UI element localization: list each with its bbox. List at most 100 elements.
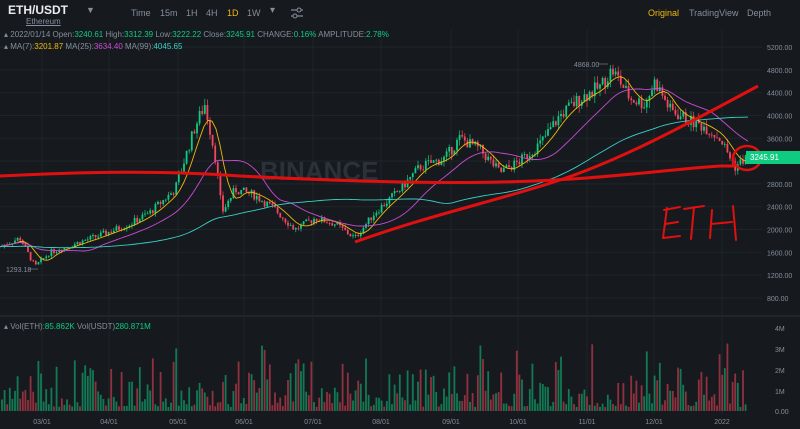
candle-body <box>45 256 48 259</box>
volume-bar <box>521 379 523 411</box>
volume-bar <box>562 401 565 411</box>
candle-body <box>742 159 744 164</box>
view-depth[interactable]: Depth <box>747 8 772 18</box>
candle-body <box>586 94 588 101</box>
volume-bar <box>705 376 708 411</box>
volume-axis-label: 4M <box>775 326 785 333</box>
volume-bar <box>458 400 461 411</box>
volume-bar <box>674 397 677 411</box>
candle-body <box>203 105 206 114</box>
volume-bar <box>84 365 87 411</box>
volume-bar <box>193 404 196 411</box>
candle-body <box>146 213 149 215</box>
time-axis-label: 05/01 <box>169 419 187 426</box>
candle-body <box>81 240 84 245</box>
volume-bar <box>53 406 55 411</box>
time-axis-label: 2022 <box>714 419 730 426</box>
volume-bar <box>448 372 451 411</box>
candle-body <box>669 103 672 108</box>
volume-bar <box>326 391 328 411</box>
chart-settings-icon[interactable] <box>290 7 304 19</box>
volume-bar <box>648 393 651 411</box>
price-axis-label: 4800.00 <box>767 68 792 75</box>
timeframe-time[interactable]: Time <box>131 8 151 18</box>
volume-bar <box>684 391 687 411</box>
candle-body <box>378 212 380 214</box>
volume-bar <box>66 399 68 411</box>
candle-body <box>461 135 464 137</box>
candle-body <box>172 193 175 195</box>
volume-bar <box>154 404 157 411</box>
candle-body <box>671 103 674 110</box>
candle-body <box>679 116 682 120</box>
volume-bar <box>198 382 201 411</box>
candle-body <box>435 159 438 161</box>
candle-body <box>716 137 718 139</box>
volume-bar <box>606 394 609 411</box>
candle-body <box>617 71 620 76</box>
pair-dropdown-icon[interactable]: ▼ <box>86 5 95 15</box>
source-link[interactable]: Ethereum <box>26 17 61 26</box>
volume-bar <box>357 380 360 411</box>
pair-title[interactable]: ETH/USDT <box>8 3 68 17</box>
candle-body <box>328 223 331 225</box>
volume-bar <box>271 405 274 411</box>
volume-bar <box>172 361 175 411</box>
volume-bar <box>97 391 100 411</box>
volume-bar <box>323 402 326 411</box>
timeframe-1h[interactable]: 1H <box>186 8 198 18</box>
candle-body <box>268 201 271 204</box>
price-axis-label: 1600.00 <box>767 250 792 257</box>
volume-bar <box>196 390 198 411</box>
volume-bar <box>612 403 614 411</box>
volume-bar <box>469 401 471 411</box>
candle-body <box>63 247 66 252</box>
candle-body <box>255 195 258 200</box>
volume-bar <box>14 390 16 411</box>
view-original[interactable]: Original <box>648 8 680 18</box>
volume-bar <box>339 402 341 411</box>
volume-bar <box>19 398 22 411</box>
time-axis-label: 06/01 <box>235 419 253 426</box>
candle-body <box>94 235 97 238</box>
volume-bar <box>435 392 438 411</box>
ohlc-line: ▴ 2022/01/14 Open:3240.61 High:3312.39 L… <box>4 30 389 39</box>
volume-bar <box>409 404 412 411</box>
volume-bar <box>586 396 588 411</box>
candle-body <box>32 260 35 262</box>
candle-body <box>201 111 204 114</box>
timeframe-1d[interactable]: 1D <box>227 8 239 18</box>
candle-body <box>445 151 448 157</box>
volume-bar <box>466 373 469 411</box>
timeframe-15m[interactable]: 15m <box>160 8 178 18</box>
volume-bar <box>372 404 375 411</box>
volume-bar <box>123 406 126 411</box>
timeframe-more-icon[interactable]: ▾ <box>270 5 276 16</box>
volume-bar <box>692 405 695 411</box>
chart-header: ETH/USDT ▼ Time 15m 1H 4H 1D 1W ▾ Origin… <box>0 0 800 26</box>
candle-body <box>526 154 529 159</box>
volume-bar <box>115 401 118 411</box>
timeframe-4h[interactable]: 4H <box>206 8 218 18</box>
candle-body <box>549 127 552 130</box>
volume-bar <box>565 404 568 411</box>
view-tradingview[interactable]: TradingView <box>689 8 739 18</box>
ohlc-date: 2022/01/14 <box>10 30 51 39</box>
candle-body <box>632 99 635 103</box>
price-axis-label: 800.00 <box>767 296 789 303</box>
volume-bar <box>242 398 245 411</box>
volume-bar <box>718 354 721 411</box>
volume-bar <box>6 404 9 411</box>
volume-bar <box>118 406 120 411</box>
candle-body <box>107 231 110 235</box>
candle-body <box>14 240 16 244</box>
candle-body <box>430 160 432 163</box>
candle-body <box>274 204 276 208</box>
candle-body <box>713 134 716 138</box>
volume-bar <box>328 393 331 411</box>
volume-bar <box>131 381 133 411</box>
timeframe-1w[interactable]: 1W <box>247 8 261 18</box>
volume-bar <box>492 394 495 411</box>
candle-body <box>739 159 742 165</box>
